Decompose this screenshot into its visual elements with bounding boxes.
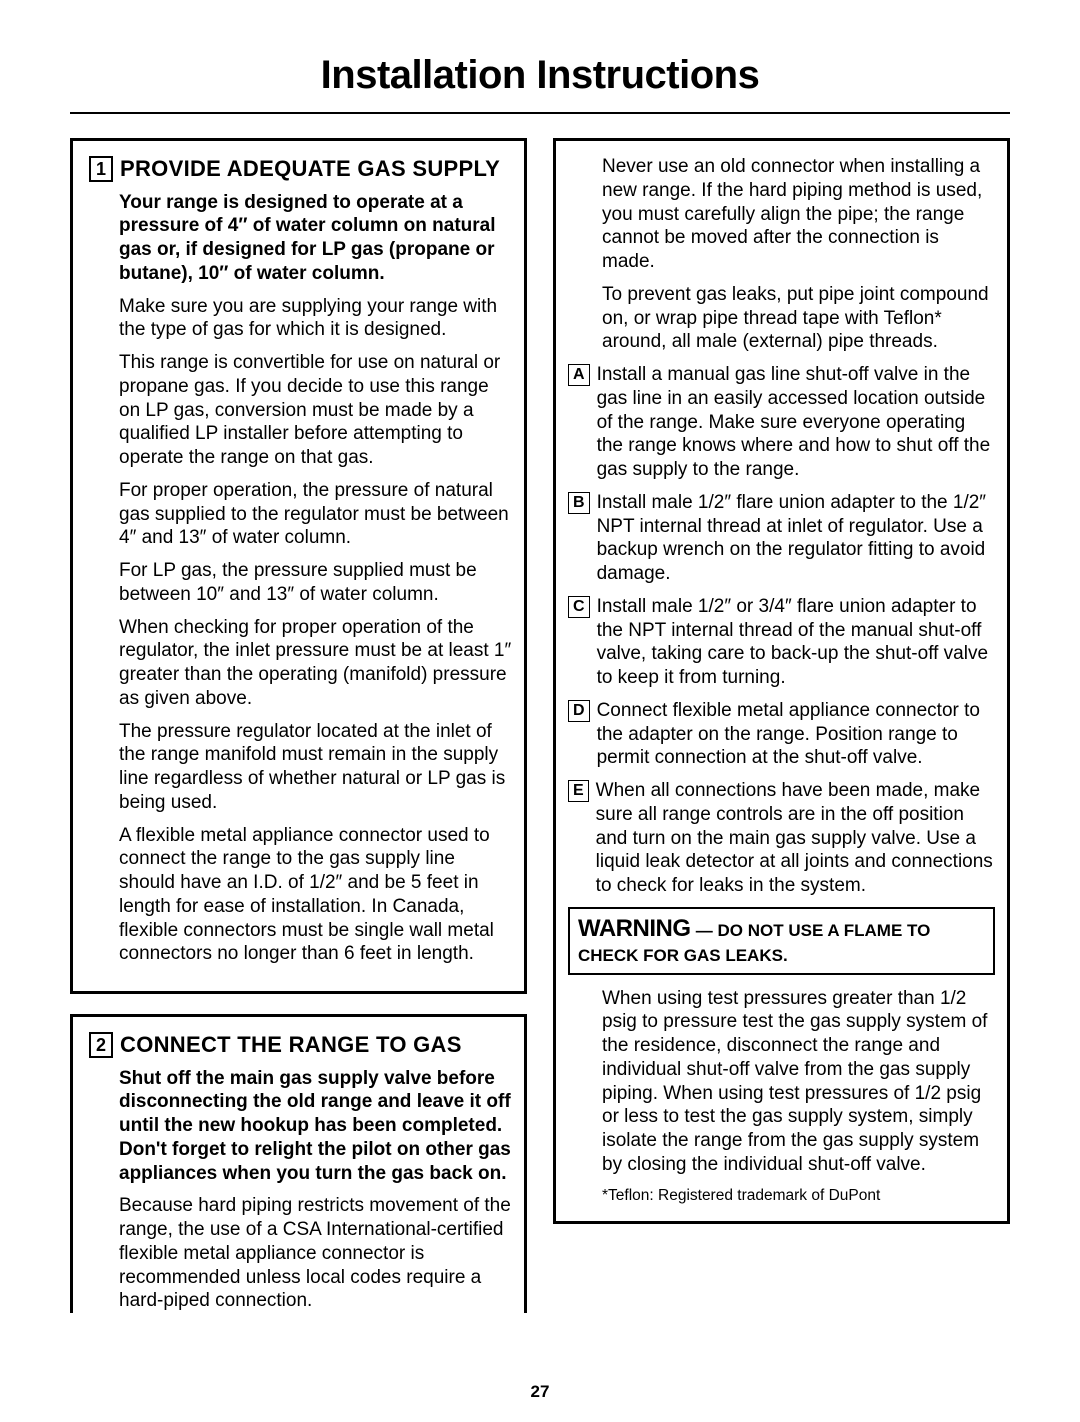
section-2-body-left: Shut off the main gas supply valve befor… <box>85 1067 512 1314</box>
section-1-p1: Make sure you are supplying your range w… <box>119 295 512 343</box>
section-2-title: CONNECT THE RANGE TO GAS <box>120 1031 462 1059</box>
page-number: 27 <box>70 1381 1010 1402</box>
left-column: 1 PROVIDE ADEQUATE GAS SUPPLY Your range… <box>70 138 527 1333</box>
section-2-header: 2 CONNECT THE RANGE TO GAS <box>89 1031 512 1059</box>
step-d: D Connect flexible metal appliance conne… <box>568 699 995 770</box>
two-column-layout: 1 PROVIDE ADEQUATE GAS SUPPLY Your range… <box>70 138 1010 1333</box>
section-1-number-badge: 1 <box>89 156 113 182</box>
section-1-body: Your range is designed to operate at a p… <box>85 191 512 967</box>
section-1-p6: The pressure regulator located at the in… <box>119 720 512 815</box>
section-1-p7: A flexible metal appliance connector use… <box>119 824 512 967</box>
step-e-badge: E <box>568 780 589 802</box>
section-2-intro: Shut off the main gas supply valve befor… <box>119 1067 512 1186</box>
section-1-box: 1 PROVIDE ADEQUATE GAS SUPPLY Your range… <box>70 138 527 994</box>
section-2-p2: Never use an old connector when installi… <box>602 155 995 274</box>
page-title: Installation Instructions <box>70 50 1010 114</box>
section-1-p2: This range is convertible for use on nat… <box>119 351 512 470</box>
step-b-text: Install male 1/2″ flare union adapter to… <box>597 491 995 586</box>
section-2-box-left: 2 CONNECT THE RANGE TO GAS Shut off the … <box>70 1014 527 1313</box>
section-2-box-right: Never use an old connector when installi… <box>553 138 1010 1224</box>
section-1-title: PROVIDE ADEQUATE GAS SUPPLY <box>120 155 500 183</box>
section-1-header: 1 PROVIDE ADEQUATE GAS SUPPLY <box>89 155 512 183</box>
right-column: Never use an old connector when installi… <box>553 138 1010 1333</box>
section-2-p3: To prevent gas leaks, put pipe joint com… <box>602 283 995 354</box>
section-1-p5: When checking for proper operation of th… <box>119 616 512 711</box>
step-e: E When all connections have been made, m… <box>568 779 995 898</box>
section-2-p4: When using test pressures greater than 1… <box>602 987 995 1177</box>
section-2-number-badge: 2 <box>89 1032 113 1058</box>
step-b-badge: B <box>568 492 590 514</box>
section-1-intro: Your range is designed to operate at a p… <box>119 191 512 286</box>
teflon-footnote: *Teflon: Registered trademark of DuPont <box>602 1186 995 1205</box>
step-b: B Install male 1/2″ flare union adapter … <box>568 491 995 586</box>
step-c-text: Install male 1/2″ or 3/4″ flare union ad… <box>597 595 995 690</box>
section-2-after-warning: When using test pressures greater than 1… <box>568 987 995 1177</box>
step-c: C Install male 1/2″ or 3/4″ flare union … <box>568 595 995 690</box>
step-e-text: When all connections have been made, mak… <box>596 779 995 898</box>
step-a-badge: A <box>568 364 590 386</box>
warning-word: WARNING <box>578 915 691 942</box>
step-a-text: Install a manual gas line shut-off valve… <box>597 363 995 482</box>
step-a: A Install a manual gas line shut-off val… <box>568 363 995 482</box>
step-d-text: Connect flexible metal appliance connect… <box>597 699 995 770</box>
section-2-p1: Because hard piping restricts movement o… <box>119 1194 512 1313</box>
warning-box: WARNING — DO NOT USE A FLAME TO CHECK FO… <box>568 907 995 975</box>
section-1-p4: For LP gas, the pressure supplied must b… <box>119 559 512 607</box>
step-d-badge: D <box>568 700 590 722</box>
step-c-badge: C <box>568 596 590 618</box>
section-2-continuation-paras: Never use an old connector when installi… <box>568 155 995 354</box>
section-1-p3: For proper operation, the pressure of na… <box>119 479 512 550</box>
